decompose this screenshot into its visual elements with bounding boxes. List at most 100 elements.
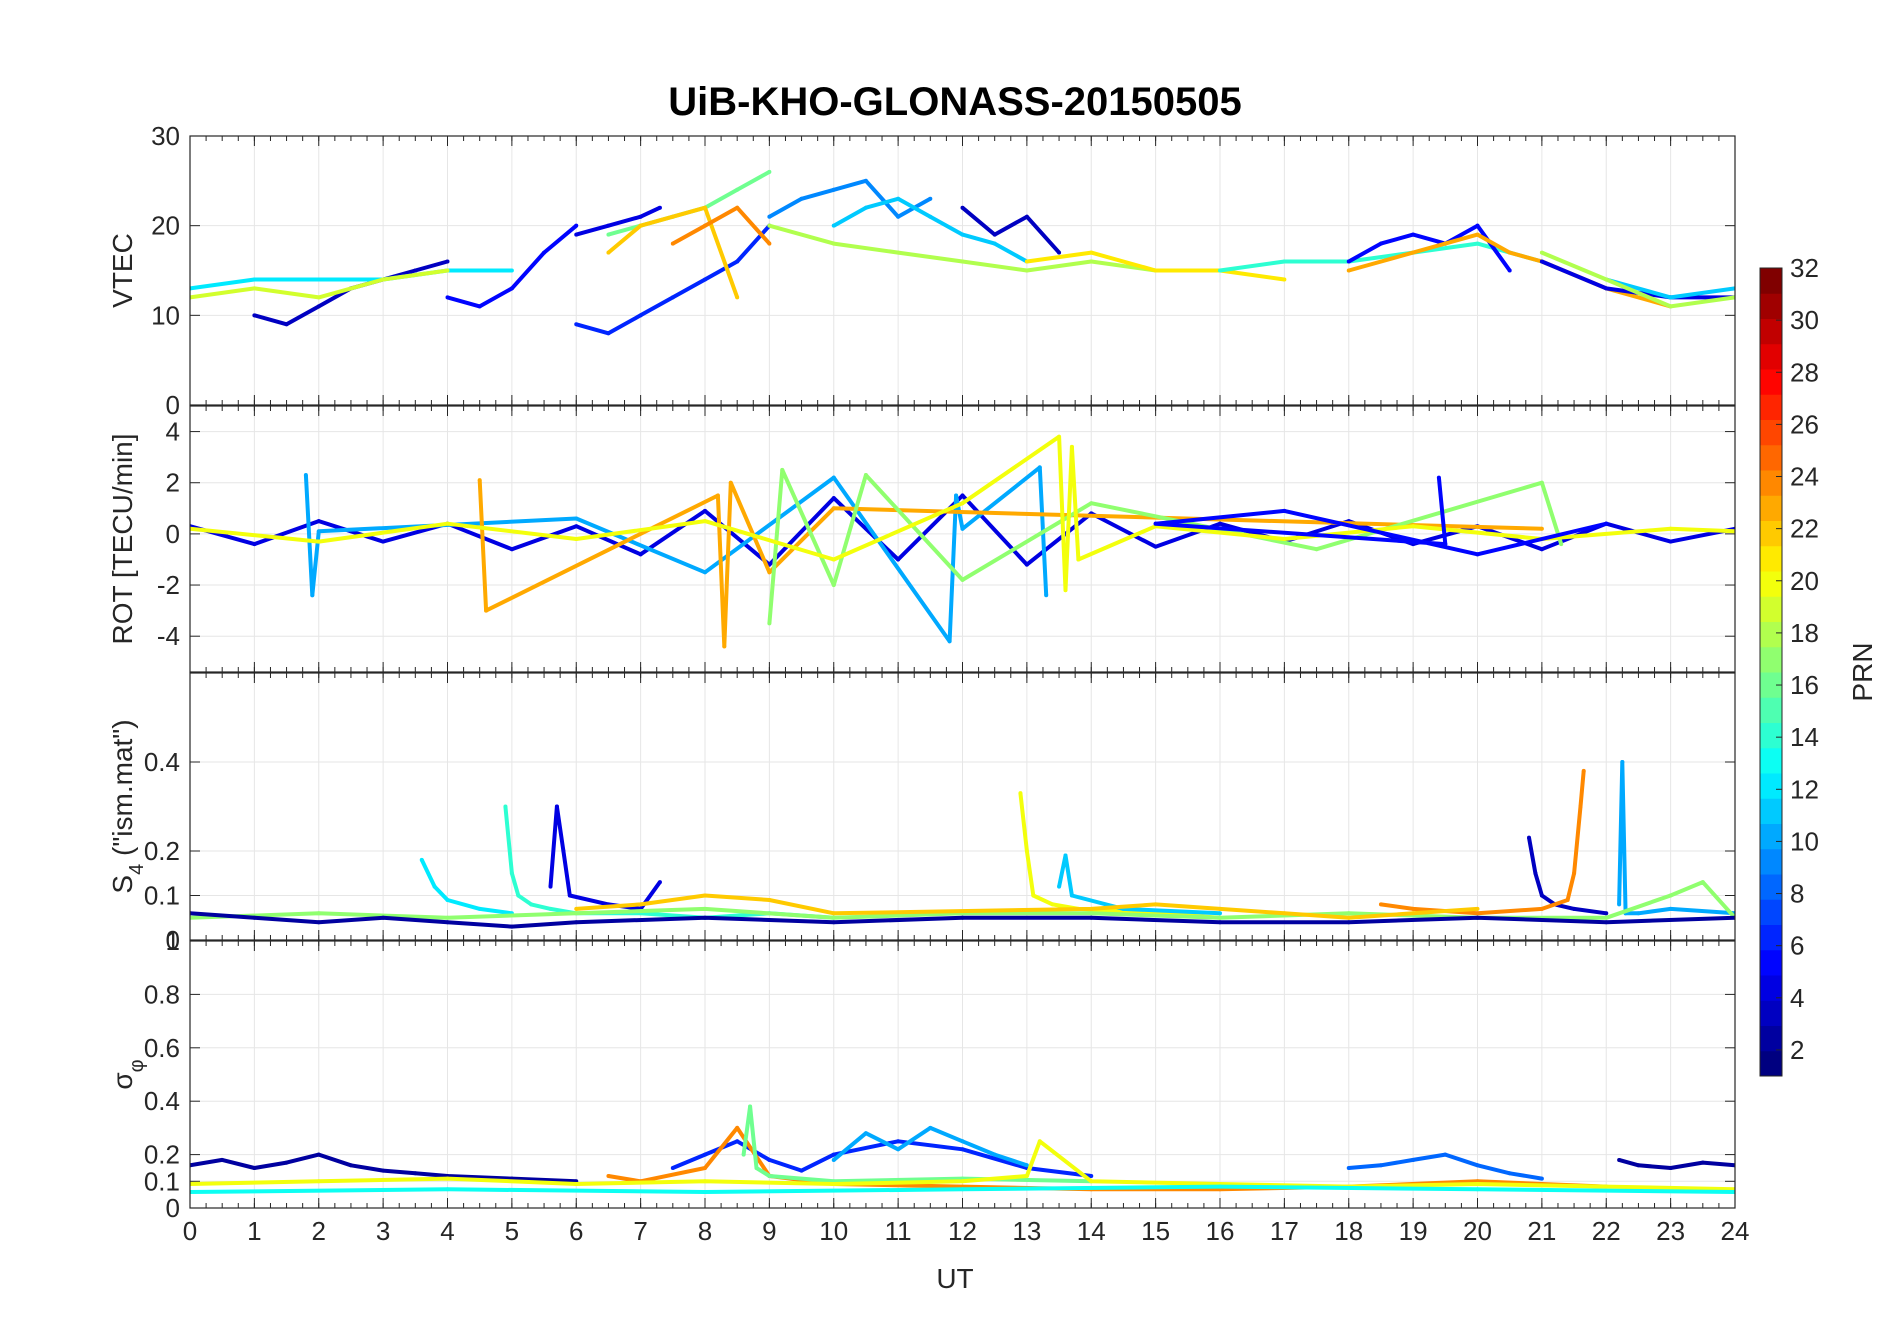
data-point: [703, 906, 707, 911]
data-point: [1282, 911, 1287, 916]
data-point: [606, 250, 611, 255]
x-tick-label: 2: [312, 1216, 326, 1246]
data-point: [896, 557, 901, 562]
data-point: [1475, 241, 1480, 246]
data-point: [1668, 304, 1673, 309]
data-point: [574, 906, 579, 911]
data-point: [413, 268, 418, 273]
data-point: [1076, 557, 1081, 562]
data-point: [1565, 897, 1570, 902]
data-point: [831, 187, 836, 192]
data-point: [1436, 475, 1441, 480]
data-point: [748, 1104, 753, 1109]
x-tick-label: 7: [633, 1216, 647, 1246]
data-point: [831, 911, 836, 916]
data-point: [960, 1139, 965, 1144]
data-point: [432, 884, 437, 889]
y-axis-label: ROT [TECU/min]: [107, 433, 138, 644]
y-tick-label: 0.1: [144, 881, 180, 911]
data-point: [413, 1171, 418, 1176]
x-axis-label: UT: [936, 1263, 973, 1294]
data-point: [252, 286, 257, 291]
data-point: [960, 232, 965, 237]
data-point: [1063, 853, 1068, 858]
data-point: [1050, 902, 1055, 907]
series-line-prn-5: [1153, 477, 1607, 557]
data-point: [509, 547, 514, 552]
colorbar-tick-label: 14: [1790, 722, 1819, 752]
data-point: [1475, 1187, 1480, 1192]
data-point: [220, 1157, 225, 1162]
y-tick-label: 0.4: [144, 747, 180, 777]
y-tick-label: 0.1: [144, 1166, 180, 1196]
data-point: [863, 205, 868, 210]
data-point: [574, 223, 579, 228]
colorbar-segment: [1760, 1000, 1782, 1026]
data-point: [947, 639, 952, 644]
colorbar-segment: [1760, 899, 1782, 925]
data-point: [1282, 537, 1287, 541]
series-line-prn-9: [768, 178, 932, 219]
data-point: [606, 223, 611, 228]
data-point: [767, 241, 772, 246]
data-point: [703, 915, 707, 920]
y-tick-label: 0: [166, 519, 180, 549]
data-point: [1378, 902, 1383, 907]
data-point: [831, 475, 836, 480]
colorbar-segment: [1760, 520, 1782, 547]
colorbar-segment: [1760, 293, 1782, 319]
data-point: [1475, 232, 1480, 237]
data-point: [503, 804, 508, 809]
data-point: [484, 608, 489, 613]
colorbar-frame: [1759, 267, 1783, 1077]
colorbar-segment: [1760, 444, 1782, 471]
data-point: [960, 501, 965, 506]
x-tick-label: 12: [948, 1216, 977, 1246]
data-point: [1572, 871, 1577, 876]
data-point: [574, 1181, 579, 1186]
x-tick-label: 13: [1012, 1216, 1041, 1246]
data-point: [960, 1147, 965, 1152]
x-tick-label: 3: [376, 1216, 390, 1246]
colorbar-tick-label: 26: [1790, 409, 1819, 439]
data-point: [303, 473, 308, 478]
colorbar-segment: [1760, 343, 1782, 370]
data-point: [1475, 1163, 1480, 1168]
data-point: [703, 1152, 707, 1157]
data-point: [1572, 906, 1577, 911]
data-point: [780, 467, 785, 472]
data-point: [445, 1187, 450, 1192]
data-point: [960, 493, 965, 498]
data-point: [831, 1181, 836, 1186]
data-point: [252, 313, 257, 318]
data-point: [1668, 526, 1673, 531]
axes-box: [189, 135, 1736, 406]
data-point: [1153, 902, 1158, 907]
data-point: [767, 1157, 772, 1162]
x-tick-label: 20: [1463, 1216, 1492, 1246]
colorbar-label: PRN: [1847, 642, 1878, 701]
data-point: [670, 295, 675, 300]
data-point: [831, 1152, 836, 1157]
data-point: [310, 593, 315, 598]
data-point: [1604, 286, 1609, 291]
data-point: [831, 920, 836, 925]
y-tick-label: -4: [157, 621, 180, 651]
data-point: [1475, 906, 1480, 911]
data-point: [548, 884, 553, 889]
series-line-prn-12: [190, 268, 512, 291]
y-tick-label: 0.6: [144, 1033, 180, 1063]
axes-box: [189, 405, 1736, 673]
data-point: [1024, 1163, 1029, 1168]
data-point: [316, 529, 321, 534]
x-tick-label: 0: [183, 1216, 197, 1246]
y-tick-label: 0.2: [144, 836, 180, 866]
data-point: [252, 915, 257, 920]
data-point: [477, 906, 482, 911]
data-point: [1218, 911, 1222, 916]
data-point: [1539, 906, 1544, 911]
data-point: [1475, 1181, 1480, 1186]
data-point: [960, 526, 965, 531]
data-point: [1153, 521, 1158, 526]
y-tick-label: 0: [166, 925, 180, 955]
